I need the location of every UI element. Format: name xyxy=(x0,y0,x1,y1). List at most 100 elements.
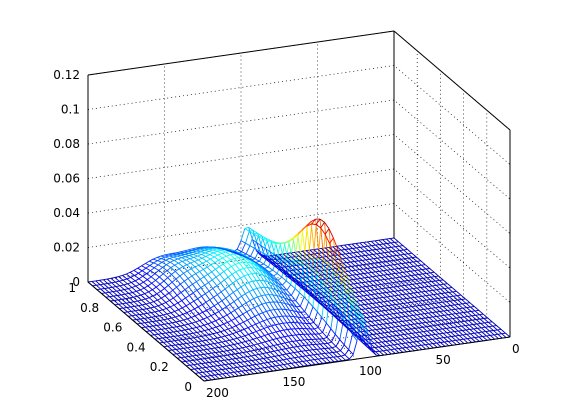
mesh-line-y xyxy=(111,281,116,284)
mesh-line-x xyxy=(405,262,411,268)
mesh-line-x xyxy=(290,276,296,282)
mesh-line-x xyxy=(187,318,193,324)
mesh-line-y xyxy=(132,290,137,293)
mesh-line-x xyxy=(319,343,325,349)
mesh-line-y xyxy=(393,263,398,266)
mesh-line-x xyxy=(343,344,350,351)
mesh-line-x xyxy=(368,254,374,260)
mesh-line-x xyxy=(326,322,332,330)
mesh-line-y xyxy=(247,325,252,329)
mesh-line-x xyxy=(319,266,325,271)
mesh-line-y xyxy=(283,358,287,361)
mesh-line-x xyxy=(366,241,372,247)
mesh-line-y xyxy=(352,340,358,355)
mesh-line-y xyxy=(385,309,389,311)
mesh-line-x xyxy=(166,341,172,346)
mesh-line-y xyxy=(277,343,282,346)
mesh-line-y xyxy=(453,326,458,328)
mesh-line-x xyxy=(392,282,398,287)
mesh-line-x xyxy=(475,319,481,324)
mesh-line-y xyxy=(283,257,288,259)
mesh-line-x xyxy=(310,328,316,335)
mesh-line-y xyxy=(177,300,182,304)
mesh-line-y xyxy=(253,296,258,300)
mesh-line-y xyxy=(381,310,386,312)
mesh-line-x xyxy=(314,333,320,340)
mesh-line-x xyxy=(264,341,271,347)
mesh-line-x xyxy=(133,296,138,302)
mesh-line-x xyxy=(412,337,418,342)
mesh-line-x xyxy=(373,285,379,290)
mesh-line-x xyxy=(382,265,388,271)
mesh-line-y xyxy=(241,370,246,372)
mesh-line-y xyxy=(224,363,229,366)
mesh-line-y xyxy=(180,352,185,354)
mesh-line-x xyxy=(259,363,265,369)
mesh-line-x xyxy=(358,334,364,341)
mesh-line-x xyxy=(224,330,230,336)
mesh-line-y xyxy=(200,324,205,327)
mesh-line-y xyxy=(453,299,458,302)
mesh-line-x xyxy=(375,302,381,308)
mesh-line-x xyxy=(335,315,341,321)
mesh-line-y xyxy=(368,302,373,305)
mesh-line-y xyxy=(416,340,421,342)
mesh-line-y xyxy=(133,267,138,271)
mesh-line-y xyxy=(275,323,280,326)
mesh-line-y xyxy=(355,300,361,322)
mesh-line-x xyxy=(164,256,170,259)
mesh-line-x xyxy=(152,325,158,331)
mesh-line-x xyxy=(333,304,339,309)
mesh-line-x xyxy=(301,317,307,324)
mesh-line-y xyxy=(418,300,423,302)
mesh-line-x xyxy=(407,253,413,258)
mesh-line-x xyxy=(157,333,163,339)
mesh-line-x xyxy=(220,282,226,290)
mesh-line-x xyxy=(389,260,395,266)
mesh-line-y xyxy=(421,317,426,320)
mesh-line-x xyxy=(403,280,409,286)
mesh-line-x xyxy=(249,245,255,249)
mesh-line-y xyxy=(410,296,415,299)
mesh-line-y xyxy=(151,279,156,284)
mesh-line-x xyxy=(245,258,251,264)
mesh-line-x xyxy=(327,343,333,349)
mesh-line-y xyxy=(388,304,393,307)
mesh-line-y xyxy=(309,249,314,251)
mesh-line-x xyxy=(189,255,194,258)
mesh-line-x xyxy=(278,286,285,294)
mesh-line-x xyxy=(379,328,385,334)
mesh-line-x xyxy=(176,295,183,301)
mesh-line-x xyxy=(134,305,140,311)
mesh-line-y xyxy=(195,345,199,348)
mesh-line-x xyxy=(419,336,425,341)
mesh-line-y xyxy=(436,315,441,317)
mesh-line-x xyxy=(403,249,409,255)
mesh-line-y xyxy=(254,313,259,317)
mesh-line-x xyxy=(214,246,219,249)
mesh-line-x xyxy=(430,303,436,309)
mesh-line-x xyxy=(382,239,388,244)
mesh-line-y xyxy=(275,364,280,367)
mesh-line-y xyxy=(175,348,180,350)
mesh-line-y xyxy=(238,347,243,350)
mesh-line-x xyxy=(313,354,319,360)
mesh-line-x xyxy=(275,241,280,244)
mesh-line-x xyxy=(378,293,384,298)
mesh-line-y xyxy=(207,321,212,325)
mesh-line-x xyxy=(229,339,235,345)
mesh-line-y xyxy=(423,277,428,279)
mesh-line-y xyxy=(233,289,238,293)
mesh-line-x xyxy=(177,258,183,262)
mesh-line-x xyxy=(179,251,185,254)
mesh-line-y xyxy=(440,288,445,290)
mesh-line-y xyxy=(411,327,416,330)
mesh-line-x xyxy=(406,298,412,303)
mesh-line-x xyxy=(164,328,170,333)
mesh-line-x xyxy=(249,345,255,351)
mesh-line-y xyxy=(423,281,428,284)
mesh-line-x xyxy=(185,297,191,304)
mesh-line-x xyxy=(108,287,114,293)
mesh-line-x xyxy=(323,292,329,297)
mesh-line-x xyxy=(474,310,480,316)
